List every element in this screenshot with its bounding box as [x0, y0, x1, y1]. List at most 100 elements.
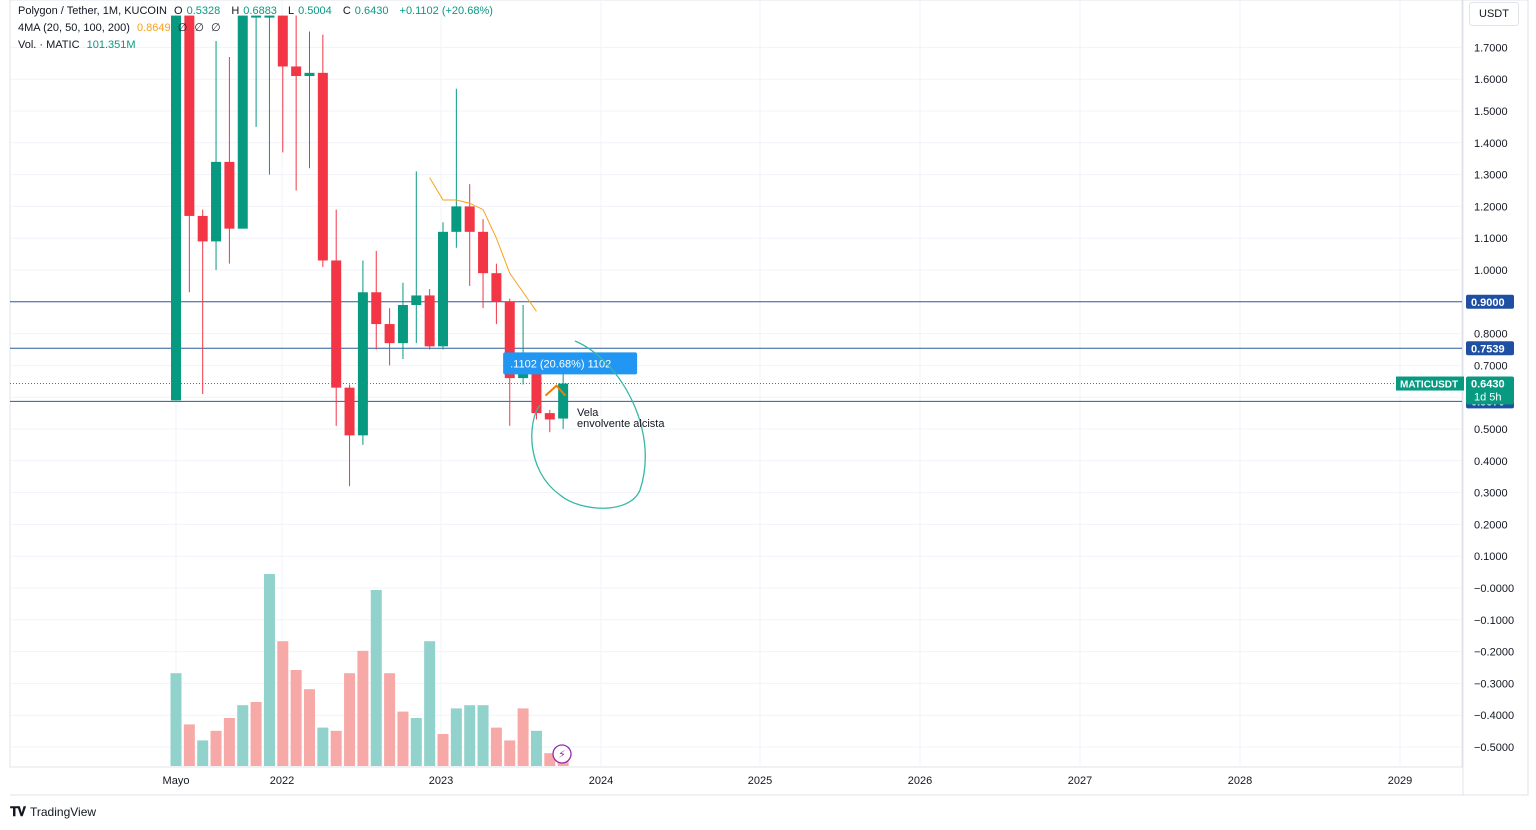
time-tick: 2022 [270, 775, 294, 787]
volume-bar [263, 574, 275, 766]
volume-bar [544, 753, 556, 766]
candle-body [491, 273, 502, 302]
ma-line [429, 177, 537, 312]
candle-body [291, 66, 302, 77]
volume-bar [197, 740, 209, 766]
price-tick: 0.4000 [1474, 456, 1508, 468]
volume-label[interactable]: Vol. · MATIC [18, 39, 80, 51]
measure-label: .1102 (20.68%) 1102 [510, 358, 611, 370]
hline-price-tag [1466, 341, 1514, 356]
volume-bar [210, 730, 222, 766]
volume-bar [223, 718, 235, 766]
candle-body [424, 295, 435, 347]
candle-body [331, 260, 342, 388]
volume-bar [330, 730, 342, 766]
symbol-title[interactable]: Polygon / Tether, 1M, KUCOIN [18, 5, 167, 17]
volume-bar [517, 708, 529, 766]
candle-body [384, 324, 395, 344]
price-tick: 0.2000 [1474, 519, 1508, 531]
moving-average [429, 177, 537, 312]
price-tick: −0.5000 [1474, 742, 1514, 754]
time-tick: 2024 [589, 775, 613, 787]
time-tick: 2023 [429, 775, 453, 787]
logo-text: TradingView [30, 805, 97, 819]
price-tick: −0.4000 [1474, 710, 1514, 722]
candle-body [197, 215, 208, 242]
price-tick: 1.4000 [1474, 138, 1508, 150]
annotation-line-1: Vela [577, 407, 599, 419]
lightning-icon [552, 744, 572, 764]
time-tick: 2026 [908, 775, 932, 787]
symbol-legend: Polygon / Tether, 1M, KUCOIN O 0.5328 H 0.… [18, 5, 497, 18]
price-tick: 1.3000 [1474, 170, 1508, 182]
price-tick: −0.3000 [1474, 678, 1514, 690]
candle-body [518, 371, 529, 379]
price-tick: 1.2000 [1474, 201, 1508, 213]
highlight-circle [531, 340, 646, 509]
symbol-tag [1396, 376, 1464, 391]
candle-body [264, 15, 275, 18]
volume-bars [170, 574, 569, 766]
volume-bar [290, 670, 302, 766]
current-price-tag [1466, 376, 1514, 405]
price-tick: −0.1000 [1474, 615, 1514, 627]
volume-bar [250, 702, 262, 766]
time-tick: 2027 [1068, 775, 1092, 787]
candle-body [478, 231, 489, 274]
price-tick: 1.0000 [1474, 265, 1508, 277]
volume-bar [397, 711, 409, 766]
volume-bar [477, 705, 489, 766]
ma-value-3: ∅ [194, 22, 204, 34]
hline-price-tag [1466, 294, 1514, 309]
price-tick: 1.1000 [1474, 233, 1508, 245]
ma-label[interactable]: 4MA (20, 50, 100, 200) [18, 22, 130, 34]
volume-bar [424, 641, 436, 766]
hline-price-label: 0.9000 [1471, 297, 1505, 309]
candle-body [558, 383, 569, 419]
volume-bar [277, 641, 289, 766]
candle-body [504, 301, 515, 379]
volume-bar [410, 718, 422, 766]
candle-body [251, 15, 262, 18]
ohlc-close: C 0.6430 [342, 5, 389, 17]
candle-body [451, 206, 462, 232]
volume-bar [370, 590, 382, 766]
candle-body [411, 295, 422, 305]
volume-bar [384, 673, 396, 766]
measure-label-box [503, 352, 638, 375]
volume-legend: Vol. · MATIC 101.351M [18, 39, 140, 52]
candle-body [211, 161, 222, 242]
volume-bar [317, 727, 329, 766]
volume-bar [237, 705, 249, 766]
change-value: +0.1102 (+20.68%) [399, 5, 493, 17]
candle-body [224, 161, 235, 229]
ma-value-4: ∅ [211, 22, 221, 34]
current-price-label: 0.6430 [1471, 379, 1505, 391]
volume-bar [437, 734, 449, 766]
candle-body [438, 231, 448, 347]
candle-body [531, 371, 542, 414]
price-tick: 1.6000 [1474, 74, 1508, 86]
volume-bar [490, 727, 502, 766]
candle-body [544, 413, 555, 420]
time-tick: 2025 [748, 775, 772, 787]
candle-body [277, 15, 288, 67]
countdown-label: 1d 5h [1474, 392, 1502, 404]
candle-body [357, 292, 368, 436]
tradingview-logo[interactable]: 𝐓𝐕 TradingView [10, 804, 96, 820]
volume-bar [170, 673, 182, 766]
volume-bar [504, 740, 516, 766]
price-tick: 0.5000 [1474, 424, 1508, 436]
time-axis: Mayo 2022 2023 2024 2025 2026 2027 2028 2029 [163, 775, 1413, 787]
ohlc-open: O 0.5328 [174, 5, 221, 17]
time-tick: 2028 [1228, 775, 1252, 787]
volume-bar [344, 673, 356, 766]
price-tick: 1.5000 [1474, 106, 1508, 118]
currency-button[interactable]: USDT [1469, 2, 1519, 26]
candlesticks [171, 15, 569, 487]
ma-legend: 4MA (20, 50, 100, 200) 0.8649 ∅ ∅ ∅ [18, 22, 225, 35]
candle-body [371, 292, 382, 325]
price-tick: 0.7000 [1474, 360, 1508, 372]
